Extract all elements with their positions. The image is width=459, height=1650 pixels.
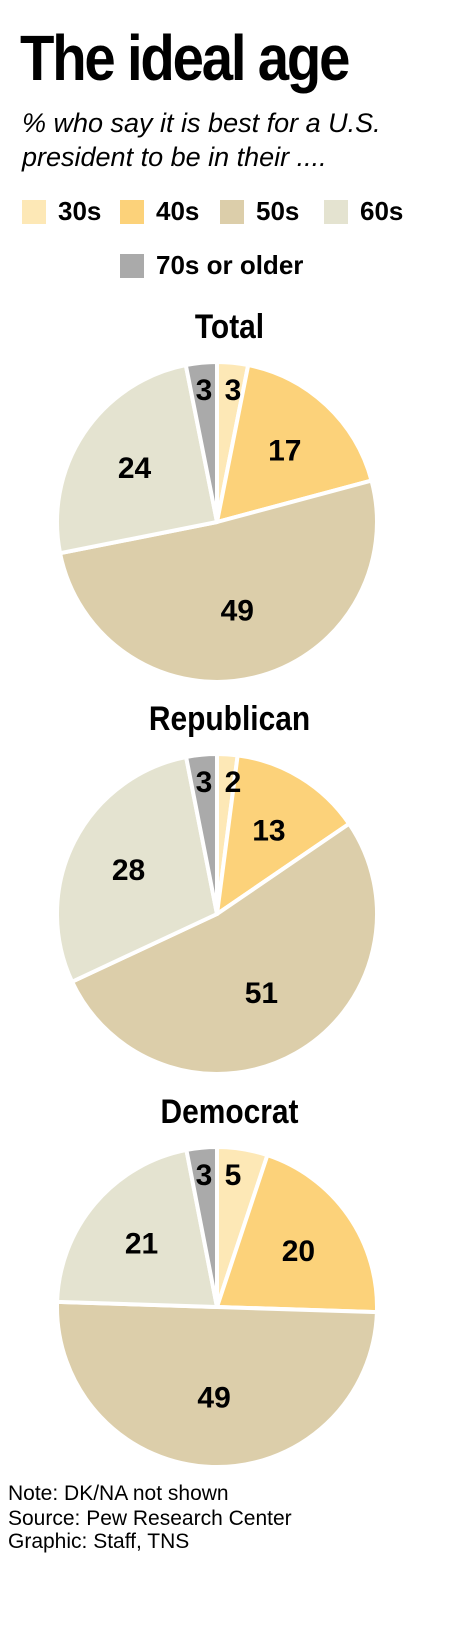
pie-slice-50s bbox=[70, 821, 379, 1076]
pie-chart-total: 3 17 49 24 3 bbox=[54, 360, 379, 684]
pie-slice-60s bbox=[55, 755, 219, 984]
legend-label: 70s or older bbox=[156, 250, 304, 280]
slice-value-label: 3 bbox=[196, 374, 213, 407]
legend-item-40s: 40s bbox=[120, 196, 199, 227]
legend-label: 60s bbox=[360, 196, 404, 226]
chart-subtitle: % who say it is best for a U.S. presiden… bbox=[22, 108, 381, 172]
pie-chart-democrat: 5 20 49 21 3 bbox=[55, 1145, 379, 1469]
pie-title-democrat: Democrat bbox=[160, 1093, 299, 1131]
legend-swatch-60s bbox=[324, 199, 348, 224]
slice-value-label: 5 bbox=[225, 1159, 242, 1192]
legend-swatch-30s bbox=[22, 199, 46, 224]
pie-title-republican: Republican bbox=[148, 700, 311, 738]
pie-title-total: Total bbox=[194, 308, 265, 346]
slice-value-label: 3 bbox=[196, 1159, 213, 1192]
legend-item-70s-or-older: 70s or older bbox=[120, 250, 303, 281]
footer-credit: Graphic: Staff, TNS bbox=[8, 1530, 190, 1553]
legend-swatch-70s-or-older bbox=[120, 253, 144, 278]
pie-slice-50s bbox=[55, 1299, 379, 1469]
pie-slice-40s bbox=[215, 753, 352, 916]
legend-swatch-40s bbox=[120, 199, 144, 224]
pie-slice-60s bbox=[54, 363, 219, 556]
legend-item-60s: 60s bbox=[324, 196, 403, 227]
slice-value-label: 28 bbox=[112, 854, 145, 887]
legend-label: 50s bbox=[256, 196, 300, 226]
slice-value-label: 3 bbox=[225, 374, 242, 407]
slice-value-label: 3 bbox=[196, 766, 213, 799]
pie-chart-republican: 2 13 51 28 3 bbox=[55, 752, 379, 1076]
legend-item-30s: 30s bbox=[22, 196, 101, 227]
footer-source: Source: Pew Research Center bbox=[8, 1507, 292, 1530]
slice-value-label: 17 bbox=[268, 435, 301, 468]
pie-slice-70s-or-older bbox=[183, 360, 219, 524]
pie-slice-70s-or-older bbox=[184, 752, 219, 916]
slice-value-label: 2 bbox=[225, 766, 242, 799]
pie-slice-40s bbox=[215, 1153, 379, 1315]
legend-swatch-50s bbox=[220, 199, 244, 224]
slice-value-label: 49 bbox=[197, 1382, 230, 1415]
legend-label: 30s bbox=[58, 196, 102, 226]
legend-item-50s: 50s bbox=[220, 196, 299, 227]
pie-slice-70s-or-older bbox=[184, 1145, 219, 1309]
chart-title: The ideal age bbox=[20, 22, 350, 94]
footer-note: Note: DK/NA not shown bbox=[8, 1482, 229, 1505]
slice-value-label: 13 bbox=[252, 815, 285, 848]
pie-slice-50s bbox=[58, 478, 379, 684]
legend-label: 40s bbox=[156, 196, 200, 226]
pie-slice-60s bbox=[55, 1147, 219, 1309]
slice-value-label: 20 bbox=[282, 1235, 315, 1268]
slice-value-label: 21 bbox=[125, 1228, 158, 1261]
slice-value-label: 24 bbox=[118, 452, 152, 485]
pie-slice-40s bbox=[215, 363, 374, 524]
slice-value-label: 51 bbox=[245, 977, 278, 1010]
slice-value-label: 49 bbox=[221, 594, 254, 627]
